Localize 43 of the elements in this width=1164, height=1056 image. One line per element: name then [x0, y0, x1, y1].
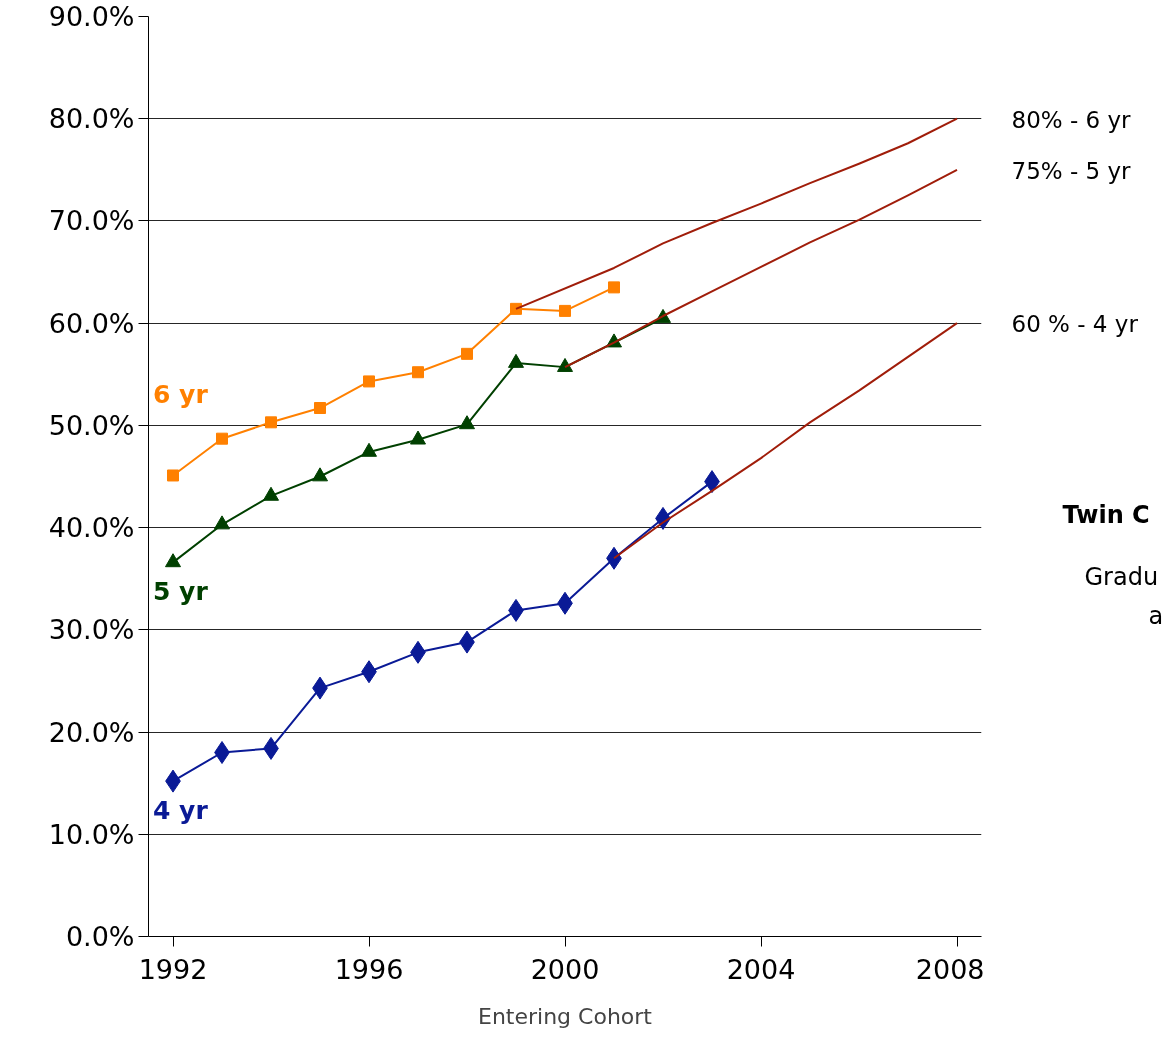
- point: [214, 515, 230, 530]
- text: 60 % - 4 yr: [1011, 311, 1139, 338]
- y-tick-label: 70.0%: [48, 205, 135, 237]
- y-tick-label: 30.0%: [48, 614, 135, 646]
- y-tick-label: 0.0%: [65, 921, 135, 952]
- point: [216, 432, 228, 445]
- point: [363, 375, 375, 388]
- text: 80% - 6 yr: [1011, 106, 1132, 133]
- point: [312, 467, 328, 482]
- point: [412, 366, 424, 379]
- y-tick-label: 40.0%: [48, 512, 135, 544]
- text: Twin C: [1062, 501, 1150, 530]
- point: [361, 442, 377, 457]
- y-tick-label: 80.0%: [48, 103, 135, 135]
- point: [167, 469, 179, 482]
- point: [265, 416, 277, 429]
- x-axis-title: Entering Cohort: [478, 1003, 653, 1029]
- series-label: 4 yr: [153, 796, 209, 826]
- point: [559, 304, 571, 317]
- text: a: [1148, 601, 1164, 630]
- x-tick-label: 1992: [138, 953, 208, 985]
- point: [263, 486, 279, 501]
- y-tick-label: 60.0%: [48, 307, 135, 339]
- point: [461, 347, 473, 360]
- x-tick-label: 1996: [334, 953, 404, 985]
- y-tick-label: 90.0%: [48, 1, 135, 32]
- y-tick-label: 10.0%: [48, 818, 135, 850]
- point: [508, 353, 524, 368]
- y-tick-label: 20.0%: [48, 716, 135, 748]
- series-label: 5 yr: [153, 577, 209, 607]
- text: Gradu: [1084, 562, 1159, 591]
- x-tick-label: 2008: [915, 953, 985, 985]
- point: [165, 553, 181, 568]
- point: [608, 281, 620, 294]
- point: [557, 357, 573, 372]
- point: [459, 415, 475, 430]
- y-tick-label: 50.0%: [48, 409, 135, 441]
- point: [410, 430, 426, 445]
- series-label: 6 yr: [153, 380, 209, 410]
- point: [314, 402, 326, 415]
- x-tick-label: 2000: [530, 953, 600, 985]
- x-tick-label: 2004: [726, 953, 796, 985]
- text: 75% - 5 yr: [1011, 157, 1132, 184]
